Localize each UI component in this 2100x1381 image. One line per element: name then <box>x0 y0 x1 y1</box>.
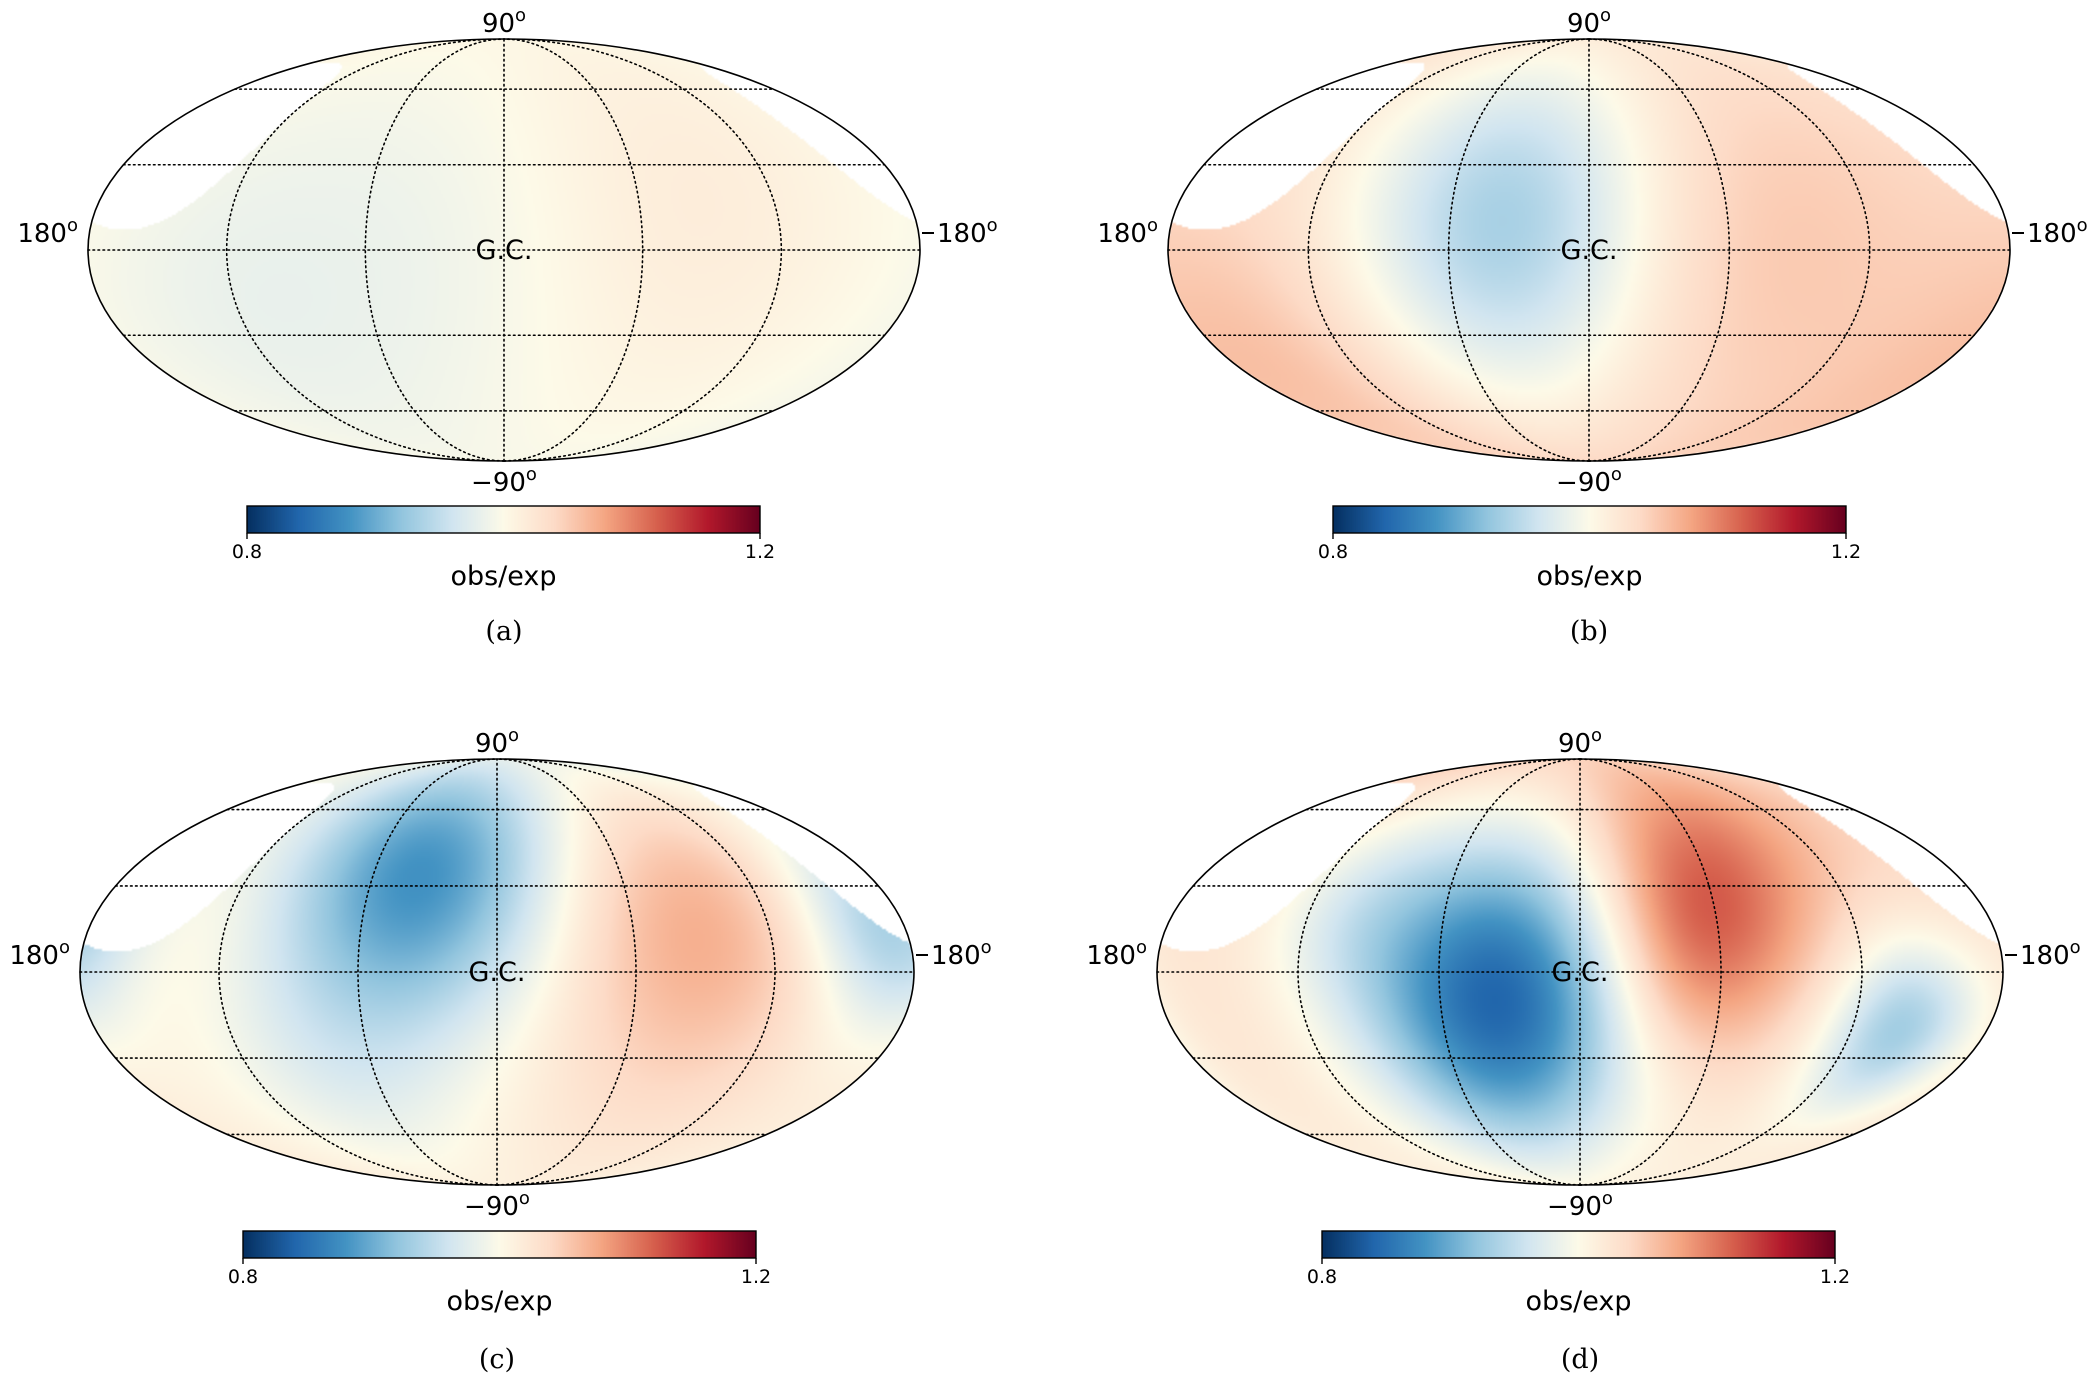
panel-caption: (c) <box>479 1344 515 1375</box>
skymap-panel-1: 90o −90o 180o 180o G.C. 0.8 1.2 obs/exp (a) <box>17 5 997 647</box>
west-edge-label: 180o <box>9 937 70 971</box>
colorbar-gradient <box>243 1231 756 1258</box>
colorbar-max-label: 1.2 <box>745 541 775 563</box>
colorbar-label: obs/exp <box>1525 1286 1631 1317</box>
south-pole-label: −90o <box>471 464 537 498</box>
meridian-line <box>1588 38 1731 462</box>
colorbar-gradient <box>1333 506 1846 533</box>
west-edge-label: 180o <box>1086 937 1147 971</box>
colorbar-label: obs/exp <box>450 561 556 592</box>
meridian-line <box>503 38 644 462</box>
colorbar: 0.8 1.2 obs/exp <box>1307 1230 1850 1317</box>
skymap-outline <box>1156 758 2004 1186</box>
galactic-center-label: G.C. <box>1561 235 1618 266</box>
north-pole-label: 90o <box>1567 5 1611 39</box>
skymap-outline <box>87 38 921 462</box>
east-edge-label: 180o <box>2027 215 2088 249</box>
colorbar-frame <box>1321 1230 1836 1259</box>
colorbar-frame <box>1332 505 1847 534</box>
colorbar-min-label: 0.8 <box>232 541 262 563</box>
skymap-panel-3: 90o −90o 180o 180o G.C. 0.8 1.2 obs/exp (c) <box>9 725 991 1375</box>
south-pole-label: −90o <box>1556 464 1622 498</box>
skymap-outline <box>79 758 915 1186</box>
colorbar-label: obs/exp <box>446 1286 552 1317</box>
colorbar: 0.8 1.2 obs/exp <box>232 505 775 592</box>
graticule <box>1156 758 2004 1186</box>
north-pole-label: 90o <box>1558 725 1602 759</box>
panel-caption: (a) <box>485 616 522 647</box>
graticule <box>79 758 915 1186</box>
meridian-line <box>1579 758 1722 1186</box>
galactic-center-label: G.C. <box>1552 957 1609 988</box>
skymap-panel-4: 90o −90o 180o 180o G.C. 0.8 1.2 obs/exp (d) <box>1086 725 2080 1375</box>
south-pole-label: −90o <box>1547 1188 1613 1222</box>
meridian-line <box>1588 38 1871 462</box>
colorbar-max-label: 1.2 <box>1831 541 1861 563</box>
panel-caption: (b) <box>1570 616 1608 647</box>
skymap-outline <box>1167 38 2011 462</box>
skymap-panel-2: 90o −90o 180o 180o G.C. 0.8 1.2 obs/exp (b) <box>1097 5 2087 647</box>
north-pole-label: 90o <box>482 5 526 39</box>
colorbar-gradient <box>1322 1231 1835 1258</box>
colorbar-frame <box>242 1230 757 1259</box>
colorbar-max-label: 1.2 <box>741 1266 771 1288</box>
east-edge-label: 180o <box>937 215 998 249</box>
colorbar: 0.8 1.2 obs/exp <box>1318 505 1861 592</box>
colorbar-min-label: 0.8 <box>1318 541 1348 563</box>
south-pole-label: −90o <box>464 1188 530 1222</box>
north-pole-label: 90o <box>475 725 519 759</box>
east-edge-label: 180o <box>931 937 992 971</box>
colorbar-min-label: 0.8 <box>1307 1266 1337 1288</box>
graticule <box>87 38 921 462</box>
colorbar-max-label: 1.2 <box>1820 1266 1850 1288</box>
colorbar-gradient <box>247 506 760 533</box>
galactic-center-label: G.C. <box>469 957 526 988</box>
galactic-center-label: G.C. <box>476 235 533 266</box>
panel-caption: (d) <box>1561 1344 1599 1375</box>
colorbar: 0.8 1.2 obs/exp <box>228 1230 771 1317</box>
graticule <box>1167 38 2011 462</box>
west-edge-label: 180o <box>1097 215 1158 249</box>
meridian-line <box>503 38 783 462</box>
colorbar-label: obs/exp <box>1536 561 1642 592</box>
colorbar-min-label: 0.8 <box>228 1266 258 1288</box>
east-edge-label: 180o <box>2020 937 2081 971</box>
west-edge-label: 180o <box>17 215 78 249</box>
colorbar-frame <box>246 505 761 534</box>
